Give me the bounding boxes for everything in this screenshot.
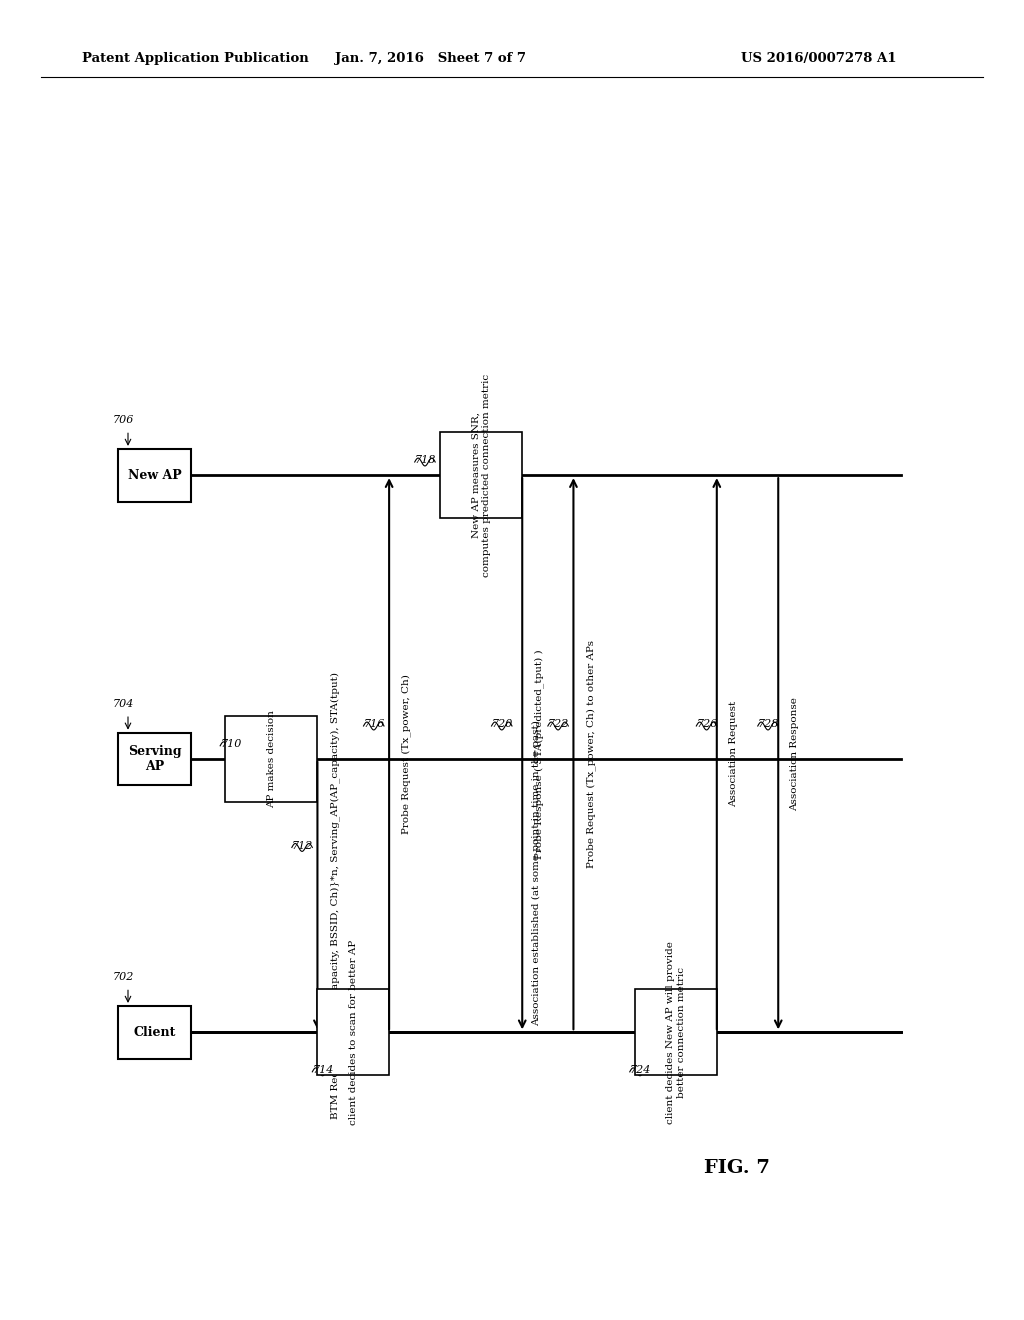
Text: Association established (at some point in time in the past): Association established (at some point i…	[532, 719, 541, 1026]
Text: 720: 720	[492, 719, 513, 730]
Text: AP makes decision: AP makes decision	[267, 710, 275, 808]
Text: 704: 704	[113, 698, 134, 709]
Text: 702: 702	[113, 972, 134, 982]
FancyBboxPatch shape	[635, 990, 717, 1074]
Text: 718: 718	[415, 455, 436, 466]
Text: FIG. 7: FIG. 7	[705, 1159, 770, 1177]
FancyBboxPatch shape	[225, 715, 317, 803]
Text: Jan. 7, 2016   Sheet 7 of 7: Jan. 7, 2016 Sheet 7 of 7	[335, 51, 525, 65]
Text: BTM Request ( NL{AP_capacity, BSSID, Ch)}*n, Serving_AP(AP_capacity), STA(tput): BTM Request ( NL{AP_capacity, BSSID, Ch)…	[330, 672, 340, 1119]
Text: 708: 708	[159, 1016, 180, 1027]
Text: Association Request: Association Request	[729, 701, 738, 807]
Text: 710: 710	[220, 739, 242, 750]
Text: Serving
AP: Serving AP	[128, 744, 181, 774]
Text: New AP: New AP	[128, 469, 181, 482]
FancyBboxPatch shape	[118, 1006, 191, 1059]
Text: 706: 706	[113, 414, 134, 425]
Text: 722: 722	[548, 719, 569, 730]
FancyBboxPatch shape	[118, 449, 191, 502]
Text: 728: 728	[758, 719, 779, 730]
Text: 716: 716	[364, 719, 385, 730]
Text: client decides New AP will provide
better connection metric: client decides New AP will provide bette…	[667, 941, 685, 1123]
Text: client decides to scan for better AP: client decides to scan for better AP	[349, 940, 357, 1125]
FancyBboxPatch shape	[440, 432, 522, 517]
Text: 726: 726	[696, 719, 718, 730]
Text: New AP measures SNR,
computes predicted connection metric: New AP measures SNR, computes predicted …	[472, 374, 490, 577]
Text: 712: 712	[292, 841, 313, 851]
Text: Patent Application Publication: Patent Application Publication	[82, 51, 308, 65]
Text: 714: 714	[312, 1065, 334, 1076]
Text: US 2016/0007278 A1: US 2016/0007278 A1	[741, 51, 897, 65]
Text: Client: Client	[133, 1026, 176, 1039]
Text: Probe Request (Tx_power, Ch) to other APs: Probe Request (Tx_power, Ch) to other AP…	[586, 640, 596, 867]
FancyBboxPatch shape	[317, 990, 389, 1074]
Text: Probe Request (Tx_power, Ch): Probe Request (Tx_power, Ch)	[401, 673, 412, 834]
FancyBboxPatch shape	[118, 733, 191, 785]
Text: 724: 724	[630, 1065, 651, 1076]
Text: Probe Response ( STA(predicted_tput) ): Probe Response ( STA(predicted_tput) )	[535, 649, 545, 858]
Text: Association Response: Association Response	[791, 697, 800, 810]
